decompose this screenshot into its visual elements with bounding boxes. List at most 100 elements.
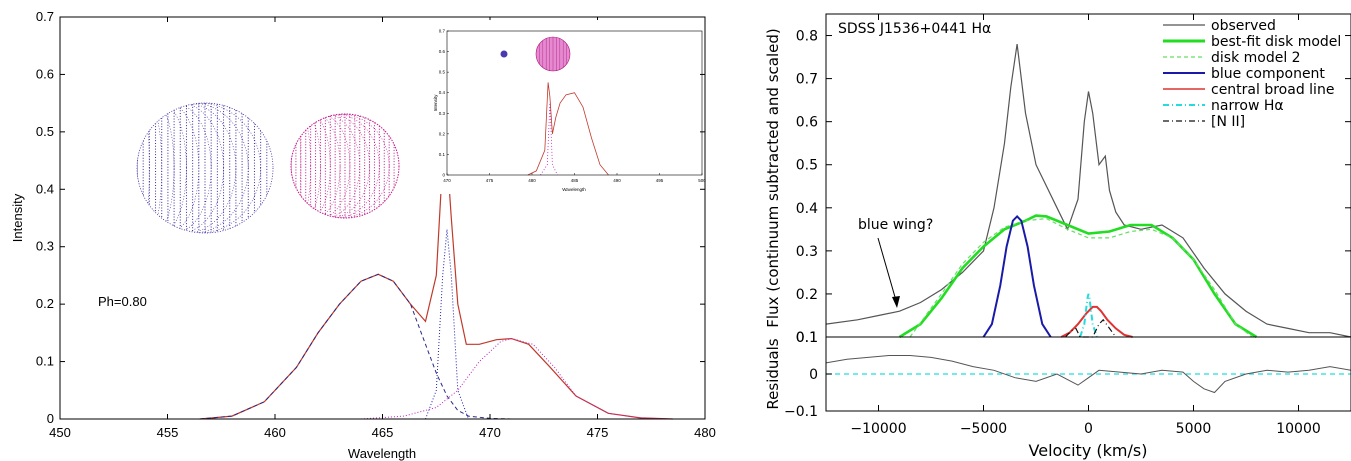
right-y-axis-label: Flux (continuum subtracted and scaled) (764, 28, 782, 327)
right-x-tick-label: −5000 (960, 421, 1007, 437)
star-grid-ring (291, 114, 361, 218)
blue-wing-arrowhead (892, 296, 900, 308)
star-grid-ring (291, 114, 302, 218)
legend-label: disk model 2 (1211, 50, 1301, 66)
legend-label: best-fit disk model (1211, 34, 1341, 50)
left-y-axis-label: Intensity (10, 193, 25, 242)
star-grid-ring (137, 103, 224, 233)
star-grid-ring (137, 103, 261, 233)
inset-x-tick-label: 470 (443, 178, 451, 183)
legend-label: [N II] (1211, 114, 1245, 130)
left-y-tick-label: 0.4 (36, 181, 54, 196)
star-grid-ring (291, 114, 331, 218)
inset-x-tick-label: 475 (486, 178, 494, 183)
inset-x-tick-label: 500 (698, 178, 706, 183)
star-grid-ring (291, 114, 390, 218)
star-grid-ring (137, 103, 249, 233)
star-grid-ring (137, 103, 175, 233)
inset-y-tick-label: 0.2 (439, 131, 446, 136)
star-grid-ring (137, 103, 237, 233)
right-x-tick-label: 10000 (1276, 421, 1321, 437)
left-series-line-2 (425, 229, 469, 420)
legend-label: blue component (1211, 66, 1325, 82)
left-x-tick-label: 460 (264, 425, 286, 440)
star-grid-ring (291, 114, 351, 218)
left-y-tick-label: 0 (47, 411, 54, 426)
left-y-tick-label: 0.6 (36, 66, 54, 81)
left-x-tick-label: 470 (479, 425, 501, 440)
magenta-star-illustration (290, 113, 400, 219)
inset-y-tick-label: 0 (442, 173, 445, 178)
blue-star-illustration (136, 102, 274, 234)
left-x-tick-label: 480 (694, 425, 716, 440)
inset-x-tick-label: 495 (656, 178, 664, 183)
inset-x-tick-label: 485 (571, 178, 579, 183)
inset-chart: 470 475 480 485 490 495 500 0 0.1 0.2 0.3 0.4 0.5 0.… (430, 20, 706, 194)
right-series-line-2 (909, 217, 1253, 338)
right-y-tick-label: 0.4 (796, 201, 818, 217)
inset-y-axis-label: Intensity (433, 94, 438, 112)
star-grid-ring (137, 103, 163, 233)
legend-label: narrow Hα (1211, 98, 1284, 114)
inset-blue-star (500, 50, 508, 58)
star-grid-ring (137, 103, 200, 233)
residual-y-tick-label: 0.1 (796, 330, 818, 346)
star-grid-ring (291, 114, 370, 218)
left-x-tick-label: 475 (587, 425, 609, 440)
right-y-tick-label: 0.5 (796, 158, 818, 174)
right-x-tick-label: 5000 (1176, 421, 1212, 437)
right-y-tick-label: 0.6 (796, 115, 818, 131)
blue-wing-arrow (877, 237, 898, 305)
inset-y-tick-label: 0.1 (439, 152, 446, 157)
left-y-tick-label: 0.2 (36, 296, 54, 311)
inset-y-tick-label: 0.6 (439, 49, 446, 54)
inset-y-tick-label: 0.5 (439, 70, 446, 75)
left-x-axis-label: Wavelength (348, 446, 416, 461)
legend-label: central broad line (1211, 82, 1334, 98)
right-chart-title: SDSS J1536+0441 Hα (838, 21, 991, 37)
right-series-line-3 (982, 214, 1052, 338)
right-y-tick-label: 0.2 (796, 287, 818, 303)
right-x-axis-label: Velocity (km/s) (1029, 441, 1148, 460)
residual-y-tick-label: 0 (809, 367, 818, 383)
star-grid-ring (137, 103, 212, 233)
star-grid-ring (291, 114, 341, 218)
left-y-tick-label: 0.3 (36, 239, 54, 254)
legend-label: observed (1211, 18, 1276, 34)
blue-wing-annotation: blue wing? (858, 217, 933, 233)
left-series-line-0 (199, 153, 673, 420)
left-series-line-1 (199, 273, 512, 420)
residual-series-line (825, 355, 1351, 394)
star-grid-ring (137, 103, 150, 233)
left-x-tick-label: 455 (157, 425, 179, 440)
inset-x-tick-label: 490 (613, 178, 621, 183)
inset-y-tick-label: 0.7 (439, 29, 446, 34)
right-x-tick-label: −10000 (850, 421, 906, 437)
inset-x-axis-label: Wavelength (562, 187, 586, 192)
right-x-tick-label: 0 (1084, 421, 1093, 437)
residuals-axis-label: Residuals (764, 338, 782, 409)
inset-x-tick-label: 480 (528, 178, 536, 183)
right-chart: −10000 −5000 0 5000 10000 0.1 0.2 0.3 0.4 0.5 0.6… (764, 13, 1351, 460)
phase-annotation: Ph=0.80 (98, 294, 147, 309)
left-x-tick-label: 465 (372, 425, 394, 440)
residual-y-tick-label: −0.1 (784, 404, 818, 420)
right-series-line-0 (825, 44, 1351, 338)
star-grid-ring (137, 103, 187, 233)
right-y-tick-label: 0.3 (796, 244, 818, 260)
right-series-line-5 (1079, 293, 1098, 338)
inset-y-tick-label: 0.4 (439, 90, 446, 95)
left-y-tick-label: 0.1 (36, 354, 54, 369)
left-y-tick-label: 0.5 (36, 124, 54, 139)
left-x-tick-label: 450 (49, 425, 71, 440)
inset-y-tick-label: 0.3 (439, 111, 446, 116)
right-y-tick-label: 0.7 (796, 72, 818, 88)
left-chart: 450 455 460 465 470 475 480 0 0.1 0.2 0.3 0.4 0.5 0.… (10, 9, 716, 461)
right-y-tick-label: 0.1 (796, 330, 818, 346)
inset-series-line-0 (527, 82, 609, 176)
right-series-line-4 (1060, 305, 1133, 338)
star-grid-ring (291, 114, 311, 218)
star-grid-ring (291, 114, 380, 218)
